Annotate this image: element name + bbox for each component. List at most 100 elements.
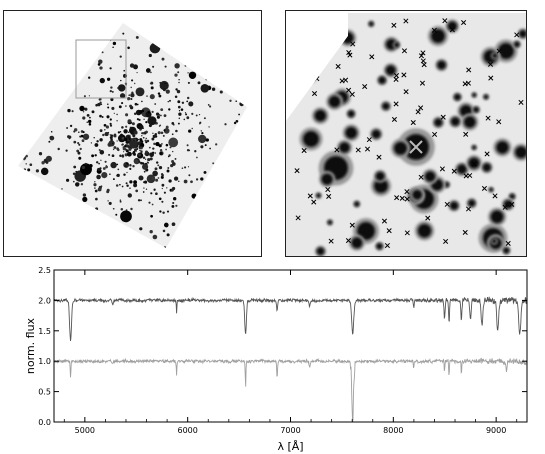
star [207, 104, 210, 106]
star [302, 76, 307, 81]
spectrum-axes: 5000 6000 7000 8000 9000 0.0 0.5 1.0 1.5 2.0 2.5 [38, 266, 527, 435]
star [129, 167, 132, 170]
star [101, 51, 104, 54]
source-marker [485, 115, 491, 121]
star [394, 42, 400, 48]
star [97, 187, 102, 192]
star [138, 153, 141, 157]
star [186, 96, 190, 100]
star [183, 179, 188, 184]
star [104, 160, 107, 163]
star [165, 89, 170, 94]
star [117, 84, 126, 92]
star [95, 207, 99, 211]
star [161, 187, 163, 190]
source-marker [518, 99, 524, 105]
star [357, 222, 375, 240]
source-marker [514, 32, 520, 38]
star [168, 154, 171, 157]
star [174, 73, 178, 77]
source-marker [420, 58, 426, 64]
star [139, 124, 144, 130]
star [519, 30, 526, 38]
star [82, 193, 87, 197]
source-marker [403, 18, 409, 24]
star [132, 164, 135, 168]
star [117, 148, 120, 152]
star [127, 131, 130, 134]
star [185, 113, 188, 116]
star [173, 197, 177, 201]
star [162, 134, 165, 137]
star [97, 63, 101, 66]
star [145, 188, 148, 190]
star [120, 207, 124, 211]
star [129, 187, 131, 190]
star [472, 92, 477, 98]
star [125, 148, 128, 151]
star [100, 185, 103, 188]
star [191, 193, 197, 199]
star [119, 93, 126, 99]
star [483, 94, 489, 100]
source-marker [393, 101, 399, 107]
x-tick-label: 9000 [486, 426, 506, 435]
star [125, 182, 128, 185]
star [158, 165, 163, 170]
star [161, 183, 165, 187]
star [124, 165, 127, 168]
source-marker [296, 67, 302, 73]
source-marker [463, 131, 469, 137]
star [116, 140, 118, 142]
star [149, 152, 154, 158]
source-marker [334, 147, 340, 153]
source-marker [366, 137, 372, 143]
star [127, 46, 130, 50]
cluster-field-svg [18, 23, 247, 248]
star [205, 78, 208, 81]
star [151, 203, 154, 206]
star [178, 110, 181, 112]
star [146, 95, 148, 97]
star [72, 172, 76, 175]
star [130, 122, 133, 124]
star [121, 102, 124, 105]
star [127, 193, 132, 198]
y-tick-label: 2.0 [38, 296, 51, 305]
source-marker [386, 228, 392, 234]
star [102, 167, 106, 170]
star [155, 178, 159, 182]
source-marker [340, 34, 346, 40]
star [129, 164, 132, 167]
source-marker [394, 195, 400, 201]
star [354, 201, 360, 207]
star [103, 123, 107, 127]
star [169, 99, 171, 102]
star [177, 71, 180, 74]
star [141, 135, 143, 137]
star [347, 110, 355, 118]
source-marker [492, 193, 498, 199]
star [412, 189, 423, 200]
star [89, 116, 91, 119]
star [99, 77, 105, 84]
source-marker [481, 185, 487, 191]
source-marker [443, 238, 449, 244]
star [126, 162, 129, 165]
star [105, 125, 110, 129]
star [145, 150, 148, 154]
star [150, 71, 152, 74]
star [120, 79, 122, 82]
star [137, 199, 141, 202]
star [188, 101, 194, 107]
star [109, 122, 112, 125]
star [158, 197, 162, 201]
source-marker [505, 240, 511, 246]
x-tick-label: 5000 [75, 426, 95, 435]
star [83, 175, 85, 177]
source-marker [449, 27, 455, 33]
star [109, 67, 112, 70]
star-halo [303, 70, 317, 84]
star [112, 148, 115, 151]
star [76, 182, 80, 186]
